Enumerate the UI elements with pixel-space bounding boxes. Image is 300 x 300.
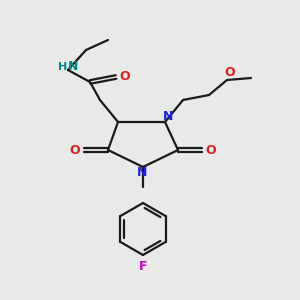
Text: N: N [163, 110, 173, 124]
Text: O: O [120, 70, 130, 83]
Text: F: F [139, 260, 147, 272]
Text: O: O [70, 143, 80, 157]
Text: N: N [137, 167, 147, 179]
Text: O: O [206, 143, 216, 157]
Text: H: H [58, 62, 68, 72]
Text: N: N [68, 61, 78, 74]
Text: O: O [225, 67, 235, 80]
